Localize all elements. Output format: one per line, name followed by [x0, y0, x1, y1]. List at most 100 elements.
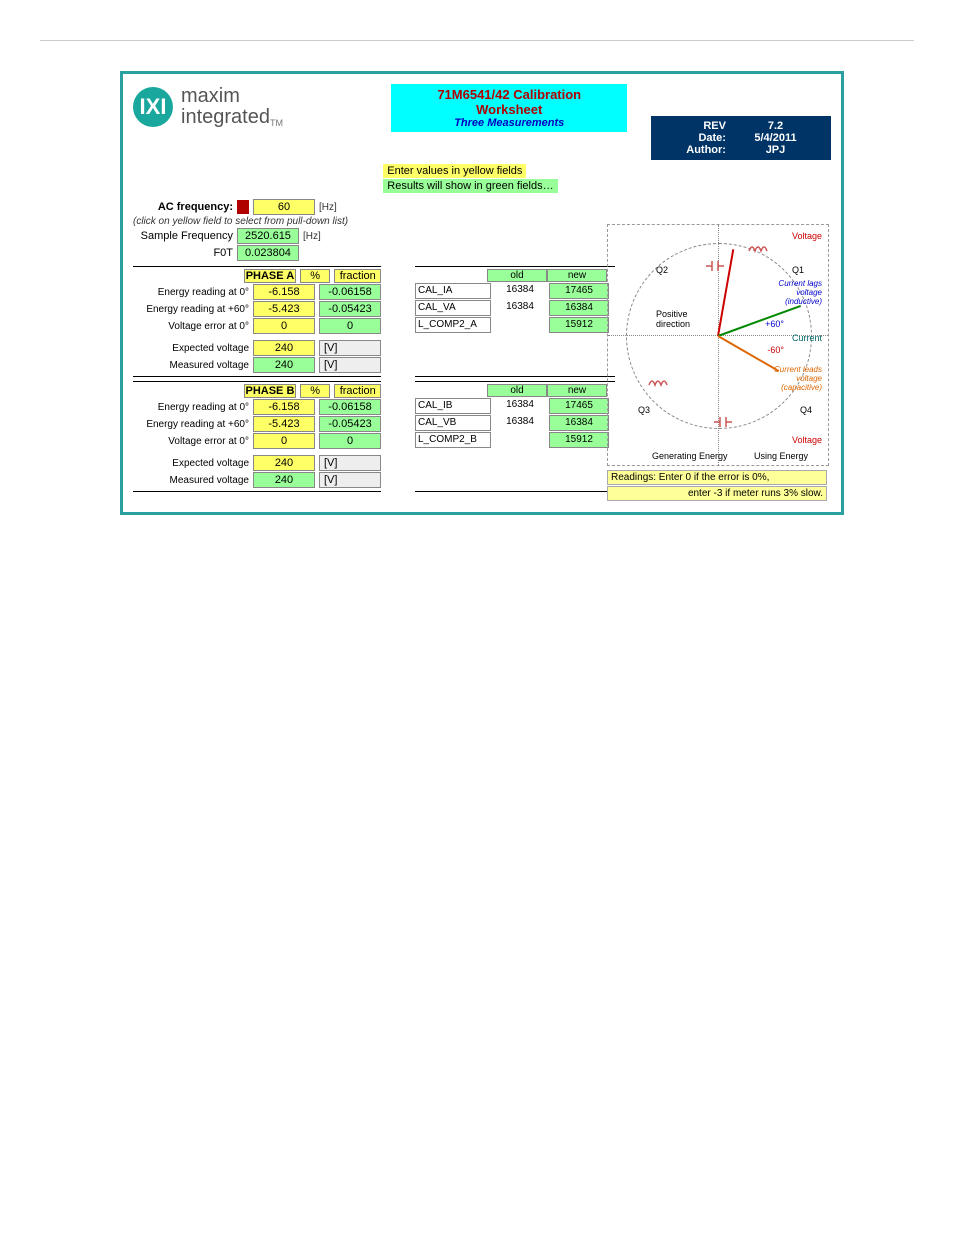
- hint-green: Results will show in green fields…: [383, 179, 557, 193]
- ac-freq-label: AC frequency:: [133, 201, 233, 213]
- calc-b-block: oldnew CAL_IB1638417465CAL_VB1638416384L…: [415, 381, 615, 492]
- calc-b-row-2-new: 15912: [549, 432, 609, 448]
- phase-a-col-frac: fraction: [334, 269, 381, 283]
- phase-b-row-1-frac: -0.05423: [319, 416, 381, 432]
- diag-gen: Generating Energy: [652, 451, 728, 461]
- f0t-value: 0.023804: [237, 245, 299, 261]
- phase-a-row-2-frac: 0: [319, 318, 381, 334]
- diag-voltage-top: Voltage: [792, 231, 822, 241]
- phase-b-row-0-frac: -0.06158: [319, 399, 381, 415]
- diag-q2: Q2: [656, 265, 668, 275]
- phase-a-block: PHASE A % fraction Energy reading at 0°-…: [133, 266, 381, 377]
- phase-b-row-2-pct[interactable]: 0: [253, 433, 315, 449]
- phase-a-row-0-frac: -0.06158: [319, 284, 381, 300]
- phase-b-col-frac: fraction: [334, 384, 381, 398]
- calc-a-row-2-new: 15912: [549, 317, 609, 333]
- phase-b-row-1-pct[interactable]: -5.423: [253, 416, 315, 432]
- phase-a-row-2-label: Voltage error at 0°: [133, 321, 249, 332]
- calc-a-row-0-new: 17465: [549, 283, 609, 299]
- phase-b-row-2-frac: 0: [319, 433, 381, 449]
- diag-lead: Current leads voltage (capacitive): [762, 365, 822, 392]
- diag-direction: direction: [656, 319, 690, 329]
- brand-line2: integrated: [181, 106, 270, 128]
- page-rule: [40, 40, 914, 41]
- phase-b-mea-unit: [V]: [319, 472, 381, 488]
- phase-b-exp-label: Expected voltage: [133, 458, 249, 469]
- dropdown-marker[interactable]: [237, 200, 249, 214]
- calc-b-old-hdr: old: [487, 384, 547, 397]
- readings-note-1: Readings: Enter 0 if the error is 0%,: [607, 470, 827, 485]
- diag-plus60: +60°: [765, 319, 784, 329]
- date-value: 5/4/2011: [728, 132, 823, 144]
- phase-b-block: PHASE B % fraction Energy reading at 0°-…: [133, 381, 381, 492]
- calc-a-block: oldnew CAL_IA1638417465CAL_VA1638416384L…: [415, 266, 615, 377]
- calc-a-old-hdr: old: [487, 269, 547, 282]
- meta-box: REV7.2 Date:5/4/2011 Author:JPJ: [651, 116, 831, 160]
- date-label: Date:: [659, 132, 728, 144]
- phasor-diagram: Voltage Voltage Current Q2 Q1 Q3 Q4 Posi…: [607, 224, 827, 501]
- phase-a-mea-label: Measured voltage: [133, 360, 249, 371]
- phase-b-mea-label: Measured voltage: [133, 475, 249, 486]
- diag-minus60: -60°: [767, 345, 784, 355]
- calc-b-row-2-old: [491, 432, 549, 446]
- diag-q3: Q3: [638, 405, 650, 415]
- calc-a-row-0-old: 16384: [491, 283, 549, 297]
- phase-a-row-2-pct[interactable]: 0: [253, 318, 315, 334]
- phase-a-mea-unit: [V]: [319, 357, 381, 373]
- brand-line1: maxim: [181, 86, 283, 107]
- phase-a-mea-value: 240: [253, 357, 315, 373]
- phase-a-exp-value[interactable]: 240: [253, 340, 315, 356]
- phase-b-title: PHASE B: [244, 384, 296, 398]
- diag-lag: Current lags voltage (inductive): [766, 279, 822, 306]
- capacitor-icon: [704, 259, 728, 273]
- calc-a-row-1-name: CAL_VA: [415, 300, 491, 316]
- calc-b-row-0-new: 17465: [549, 398, 609, 414]
- rev-value: 7.2: [728, 120, 823, 132]
- phase-a-exp-label: Expected voltage: [133, 343, 249, 354]
- calc-b-row-1-old: 16384: [491, 415, 549, 429]
- diag-voltage-bot: Voltage: [792, 435, 822, 445]
- rev-label: REV: [659, 120, 728, 132]
- f0t-label: F0T: [133, 247, 233, 259]
- phase-b-row-0-pct[interactable]: -6.158: [253, 399, 315, 415]
- inductor-icon: [748, 241, 772, 255]
- calc-a-row-0-name: CAL_IA: [415, 283, 491, 299]
- brand-tm: TM: [270, 118, 283, 128]
- phase-b-exp-value[interactable]: 240: [253, 455, 315, 471]
- phase-a-exp-unit: [V]: [319, 340, 381, 356]
- diag-positive: Positive: [656, 309, 688, 319]
- calc-a-new-hdr: new: [547, 269, 607, 282]
- phase-b-col-pct: %: [300, 384, 331, 398]
- phase-a-row-1-pct[interactable]: -5.423: [253, 301, 315, 317]
- brand-mark: IXI: [133, 87, 173, 127]
- sample-freq-value: 2520.615: [237, 228, 299, 244]
- calc-b-row-0-old: 16384: [491, 398, 549, 412]
- sample-freq-label: Sample Frequency: [133, 230, 233, 242]
- capacitor-icon: [712, 415, 736, 429]
- calc-b-row-1-new: 16384: [549, 415, 609, 431]
- diag-use: Using Energy: [754, 451, 808, 461]
- phase-b-row-2-label: Voltage error at 0°: [133, 436, 249, 447]
- calc-b-row-0-name: CAL_IB: [415, 398, 491, 414]
- ac-freq-unit: [Hz]: [319, 202, 337, 213]
- calc-a-row-1-old: 16384: [491, 300, 549, 314]
- phase-a-row-1-frac: -0.05423: [319, 301, 381, 317]
- calibration-worksheet: IXI maxim integratedTM 71M6541/42 Calibr…: [120, 71, 844, 515]
- title-line2: Three Measurements: [403, 117, 615, 129]
- calc-b-row-1-name: CAL_VB: [415, 415, 491, 431]
- phase-b-row-0-label: Energy reading at 0°: [133, 402, 249, 413]
- hint-yellow: Enter values in yellow fields: [383, 164, 526, 178]
- inductor-icon: [648, 375, 672, 389]
- sample-freq-unit: [Hz]: [303, 231, 321, 242]
- phase-a-row-0-label: Energy reading at 0°: [133, 287, 249, 298]
- author-label: Author:: [659, 144, 728, 156]
- brand-logo: IXI maxim integratedTM: [133, 84, 371, 135]
- author-value: JPJ: [728, 144, 823, 156]
- phase-b-row-1-label: Energy reading at +60°: [133, 419, 249, 430]
- ac-freq-input[interactable]: 60: [253, 199, 315, 215]
- calc-a-row-2-old: [491, 317, 549, 331]
- phase-a-row-1-label: Energy reading at +60°: [133, 304, 249, 315]
- diag-q1: Q1: [792, 265, 804, 275]
- diag-current: Current: [792, 333, 822, 343]
- phase-a-row-0-pct[interactable]: -6.158: [253, 284, 315, 300]
